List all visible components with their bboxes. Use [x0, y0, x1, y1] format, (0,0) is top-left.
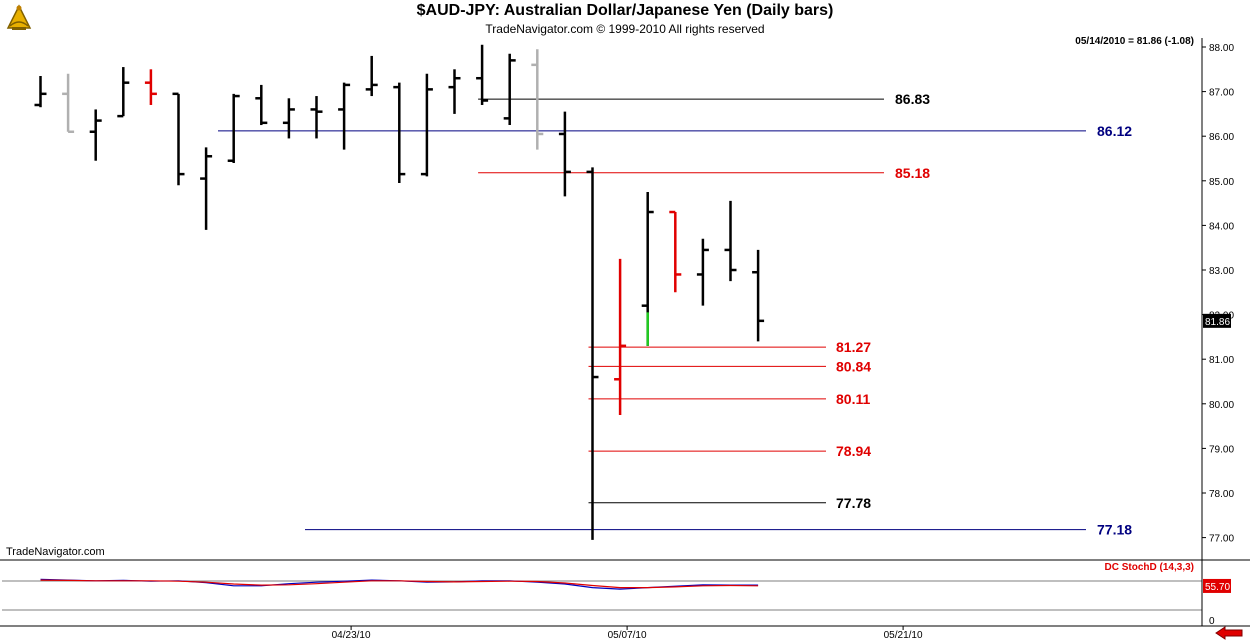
price-tick-label: 81.00	[1209, 355, 1234, 366]
price-tick-label: 80.00	[1209, 400, 1234, 411]
price-tick-label: 87.00	[1209, 88, 1234, 99]
last-quote: 05/14/2010 = 81.86 (-1.08)	[1075, 36, 1194, 47]
stoch-last-label: 55.70	[1205, 582, 1230, 593]
scroll-left-arrow-icon[interactable]	[1214, 626, 1244, 640]
chart-frame	[0, 38, 1250, 627]
price-tick-label: 79.00	[1209, 444, 1234, 455]
price-level-label: 86.12	[1097, 123, 1132, 139]
price-level-label: 80.84	[836, 358, 871, 374]
price-bars	[34, 44, 765, 540]
price-tick-label: 86.00	[1209, 132, 1234, 143]
price-tick-label: 83.00	[1209, 266, 1234, 277]
watermark: TradeNavigator.com	[6, 546, 105, 558]
price-levels: 86.83 86.12 85.18 81.27 80.84 80.11 78.94 77.78…	[218, 91, 1132, 538]
price-axis: 88.0087.0086.0085.0084.0083.0082.0081.00…	[1202, 43, 1234, 545]
price-level-label: 81.27	[836, 339, 871, 355]
stochastic-panel: 75055.70	[40, 578, 1231, 627]
price-tick-label: 84.00	[1209, 221, 1234, 232]
sextant-logo-icon[interactable]	[4, 2, 34, 32]
price-tick-label: 85.00	[1209, 177, 1234, 188]
chart-subtitle: TradeNavigator.com © 1999-2010 All right…	[485, 22, 765, 36]
price-level-label: 85.18	[895, 165, 930, 181]
stoch-tick-label: 0	[1209, 616, 1215, 627]
chart-title: $AUD-JPY: Australian Dollar/Japanese Yen…	[416, 2, 834, 19]
price-level-label: 80.11	[836, 391, 870, 407]
price-level-label: 77.18	[1097, 522, 1132, 538]
stoch-title: DC StochD (14,3,3)	[1104, 562, 1194, 573]
date-tick-label: 05/07/10	[608, 630, 647, 641]
stoch-line-d	[40, 579, 759, 589]
date-tick-label: 05/21/10	[884, 630, 923, 641]
price-tick-label: 88.00	[1209, 43, 1234, 54]
last-price-label: 81.86	[1205, 317, 1230, 328]
price-tick-label: 77.00	[1209, 534, 1234, 545]
price-level-label: 86.83	[895, 91, 930, 107]
price-level-label: 77.78	[836, 495, 871, 511]
last-price-box	[1203, 313, 1231, 328]
date-tick-label: 04/23/10	[332, 630, 371, 641]
date-axis: 04/23/10 05/07/10 05/21/10	[332, 626, 923, 641]
stoch-last-box	[1203, 578, 1231, 593]
price-tick-label: 78.00	[1209, 489, 1234, 500]
price-level-label: 78.94	[836, 443, 871, 459]
